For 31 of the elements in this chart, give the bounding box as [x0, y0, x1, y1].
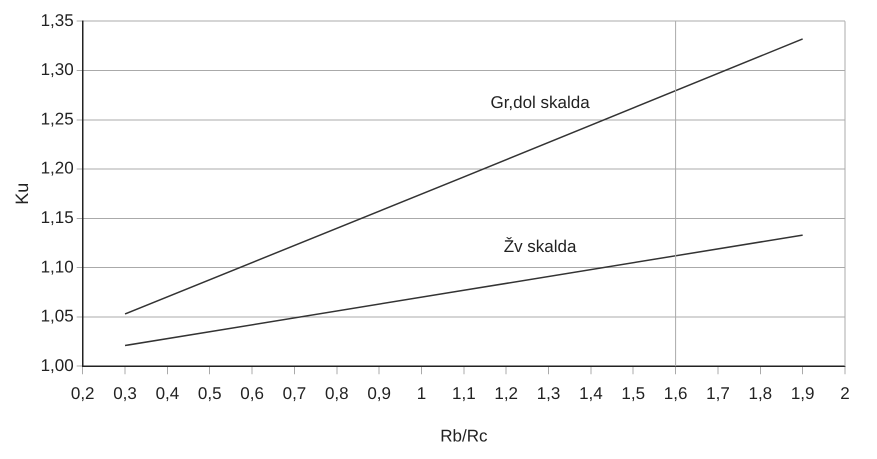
x-tick-label: 0,7 [282, 384, 306, 404]
y-tick-label: 1,30 [40, 60, 74, 80]
y-tick-label: 1,00 [40, 356, 74, 375]
y-tick-label: 1,35 [40, 10, 74, 30]
x-tick-label: 1,7 [706, 384, 730, 404]
x-tick-label: 2 [840, 384, 850, 404]
x-tick-label: 1,2 [494, 384, 518, 404]
x-tick-label: 1,1 [452, 384, 476, 404]
y-tick-label: 1,15 [40, 208, 74, 228]
x-tick-label: 0,5 [198, 384, 222, 404]
x-tick-label: 0,3 [113, 384, 137, 404]
y-tick-label: 1,05 [40, 306, 74, 326]
x-tick-label: 0,2 [70, 384, 95, 404]
x-tick-label: 1,8 [748, 384, 772, 404]
x-tick-label: 1,9 [790, 384, 814, 404]
y-tick-label: 1,10 [40, 257, 74, 276]
x-tick-label: 1,6 [664, 384, 688, 404]
x-tick-label: 0,4 [156, 384, 180, 404]
x-tick-label: 1,4 [579, 384, 603, 404]
x-tick-label: 1 [416, 384, 426, 404]
series-label: Gr,dol skalda [490, 92, 590, 112]
x-tick-label: 1,5 [621, 384, 646, 404]
x-axis-title: Rb/Rc [440, 426, 488, 446]
series-label: Žv skalda [504, 236, 577, 256]
y-tick-label: 1,20 [40, 158, 74, 178]
x-tick-label: 0,9 [367, 384, 391, 404]
y-axis-title: Ku [12, 182, 32, 205]
x-tick-label: 0,8 [324, 384, 349, 404]
x-tick-label: 1,3 [536, 384, 560, 404]
y-tick-label: 1,25 [40, 109, 74, 128]
x-tick-label: 0,6 [240, 384, 264, 404]
